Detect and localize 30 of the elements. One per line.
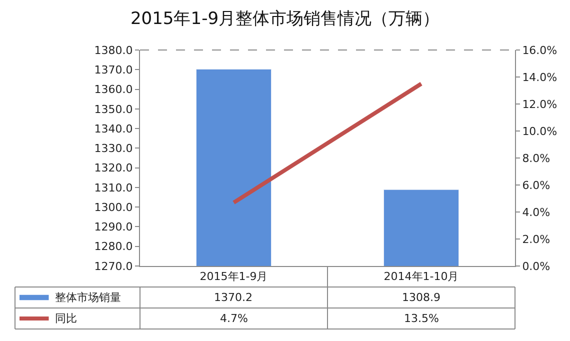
y-tick-label: 1350.0 (94, 102, 133, 116)
y2-tick-label: 8.0% (522, 152, 550, 165)
y2-tick-label: 14.0% (522, 70, 558, 84)
y-tick-label: 1330.0 (94, 142, 133, 156)
y-tick-label: 1320.0 (94, 162, 133, 175)
data-label: 1370.2 (214, 291, 252, 304)
y-tick-label: 1340.0 (94, 122, 133, 136)
y-tick-label: 1280.0 (94, 240, 133, 254)
y2-tick-label: 0.0% (522, 260, 550, 273)
x-tick-label: 2014年1-10月 (384, 270, 459, 284)
chart-title: 2015年1-9月整体市场销售情况（万辆） (130, 8, 440, 29)
y-tick-label: 1300.0 (94, 200, 133, 214)
legend-label: 同比 (55, 312, 77, 325)
y2-tick-label: 2.0% (522, 232, 550, 246)
y-tick-label: 1270.0 (94, 260, 133, 273)
data-label: 1308.9 (402, 291, 440, 304)
y-tick-label: 1370.0 (94, 63, 133, 76)
y2-tick-label: 6.0% (522, 178, 550, 192)
y2-tick-label: 4.0% (522, 206, 550, 219)
x-tick-label: 2015年1-9月 (200, 270, 268, 284)
data-label: 4.7% (220, 312, 248, 325)
y2-tick-label: 12.0% (522, 98, 558, 111)
y2-tick-label: 10.0% (522, 124, 558, 138)
legend-label: 整体市场销量 (55, 291, 121, 304)
y2-tick-label: 16.0% (522, 44, 558, 57)
y-tick-label: 1310.0 (94, 181, 133, 194)
y-tick-label: 1290.0 (94, 220, 133, 234)
y-tick-label: 1380.0 (94, 44, 133, 57)
data-label: 13.5% (404, 312, 439, 325)
y-tick-label: 1360.0 (94, 83, 133, 96)
